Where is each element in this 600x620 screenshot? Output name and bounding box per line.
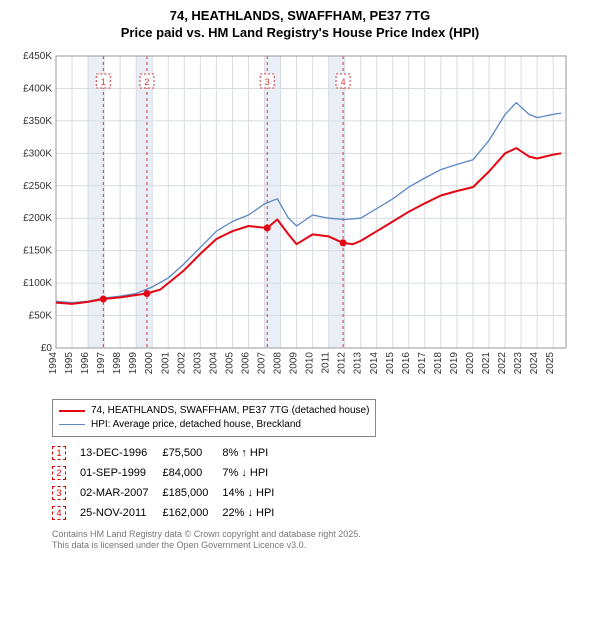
svg-text:2018: 2018: [433, 351, 444, 374]
sale-date: 02-MAR-2007: [80, 483, 162, 503]
footer-line2: This data is licensed under the Open Gov…: [52, 540, 588, 552]
svg-text:2015: 2015: [385, 351, 396, 374]
svg-text:2022: 2022: [497, 351, 508, 374]
svg-text:1996: 1996: [80, 351, 91, 374]
svg-text:£100K: £100K: [23, 278, 52, 289]
svg-text:4: 4: [341, 77, 346, 87]
sale-date: 13-DEC-1996: [80, 443, 162, 463]
svg-text:2000: 2000: [144, 351, 155, 374]
svg-text:2011: 2011: [321, 351, 332, 373]
page: 74, HEATHLANDS, SWAFFHAM, PE37 7TG Price…: [0, 0, 600, 560]
legend-label: 74, HEATHLANDS, SWAFFHAM, PE37 7TG (deta…: [91, 404, 369, 418]
legend-item: 74, HEATHLANDS, SWAFFHAM, PE37 7TG (deta…: [59, 404, 369, 418]
sales-table: 1 13-DEC-1996£75,5008% ↑ HPI 2 01-SEP-1999£…: [52, 443, 288, 523]
sale-price: £75,500: [162, 443, 222, 463]
svg-text:2007: 2007: [256, 351, 267, 374]
svg-text:2002: 2002: [176, 351, 187, 374]
svg-text:2004: 2004: [208, 351, 219, 374]
svg-text:2012: 2012: [337, 351, 348, 374]
svg-text:1994: 1994: [48, 351, 59, 374]
legend: 74, HEATHLANDS, SWAFFHAM, PE37 7TG (deta…: [52, 399, 376, 437]
table-row: 1 13-DEC-1996£75,5008% ↑ HPI: [52, 443, 288, 463]
legend-label: HPI: Average price, detached house, Brec…: [91, 418, 301, 432]
svg-text:2013: 2013: [353, 351, 364, 374]
sale-delta: 7% ↓ HPI: [222, 463, 288, 483]
sale-marker: 3: [52, 486, 66, 500]
table-row: 3 02-MAR-2007£185,00014% ↓ HPI: [52, 483, 288, 503]
svg-text:2019: 2019: [449, 351, 460, 374]
sale-marker: 1: [52, 446, 66, 460]
sale-price: £84,000: [162, 463, 222, 483]
svg-text:2023: 2023: [513, 351, 524, 374]
svg-text:2010: 2010: [305, 351, 316, 374]
svg-text:1999: 1999: [128, 351, 139, 374]
svg-text:2014: 2014: [369, 351, 380, 374]
svg-text:1997: 1997: [96, 351, 107, 374]
chart-title: 74, HEATHLANDS, SWAFFHAM, PE37 7TG Price…: [12, 8, 588, 42]
svg-text:£200K: £200K: [23, 213, 52, 224]
footer-line1: Contains HM Land Registry data © Crown c…: [52, 529, 588, 541]
svg-text:1995: 1995: [64, 351, 75, 374]
svg-text:£350K: £350K: [23, 116, 52, 127]
svg-text:2001: 2001: [160, 351, 171, 374]
svg-text:2024: 2024: [529, 351, 540, 374]
svg-text:3: 3: [265, 77, 270, 87]
svg-text:2006: 2006: [240, 351, 251, 374]
sale-delta: 8% ↑ HPI: [222, 443, 288, 463]
footer: Contains HM Land Registry data © Crown c…: [52, 529, 588, 552]
sale-delta: 14% ↓ HPI: [222, 483, 288, 503]
title-line1: 74, HEATHLANDS, SWAFFHAM, PE37 7TG: [12, 8, 588, 25]
chart: £0£50K£100K£150K£200K£250K£300K£350K£400…: [12, 48, 588, 393]
svg-text:£150K: £150K: [23, 245, 52, 256]
title-line2: Price paid vs. HM Land Registry's House …: [12, 25, 588, 42]
svg-text:£400K: £400K: [23, 83, 52, 94]
sale-marker: 2: [52, 466, 66, 480]
svg-text:2: 2: [144, 77, 149, 87]
svg-text:£250K: £250K: [23, 181, 52, 192]
sale-date: 01-SEP-1999: [80, 463, 162, 483]
svg-text:2016: 2016: [401, 351, 412, 374]
sale-delta: 22% ↓ HPI: [222, 503, 288, 523]
svg-text:2009: 2009: [289, 351, 300, 374]
svg-text:1: 1: [101, 77, 106, 87]
sale-marker: 4: [52, 506, 66, 520]
chart-svg: £0£50K£100K£150K£200K£250K£300K£350K£400…: [12, 48, 572, 388]
legend-swatch: [59, 410, 85, 412]
svg-text:2008: 2008: [273, 351, 284, 374]
svg-text:2017: 2017: [417, 351, 428, 374]
sale-price: £162,000: [162, 503, 222, 523]
svg-text:2021: 2021: [481, 351, 492, 374]
svg-text:2003: 2003: [192, 351, 203, 374]
table-row: 4 25-NOV-2011£162,00022% ↓ HPI: [52, 503, 288, 523]
svg-text:£50K: £50K: [29, 310, 53, 321]
legend-swatch: [59, 424, 85, 425]
svg-text:£300K: £300K: [23, 148, 52, 159]
svg-text:£450K: £450K: [23, 51, 52, 62]
table-row: 2 01-SEP-1999£84,0007% ↓ HPI: [52, 463, 288, 483]
sale-price: £185,000: [162, 483, 222, 503]
svg-text:1998: 1998: [112, 351, 123, 374]
svg-text:2025: 2025: [545, 351, 556, 374]
legend-item: HPI: Average price, detached house, Brec…: [59, 418, 369, 432]
svg-text:2005: 2005: [224, 351, 235, 374]
sale-date: 25-NOV-2011: [80, 503, 162, 523]
svg-text:2020: 2020: [465, 351, 476, 374]
